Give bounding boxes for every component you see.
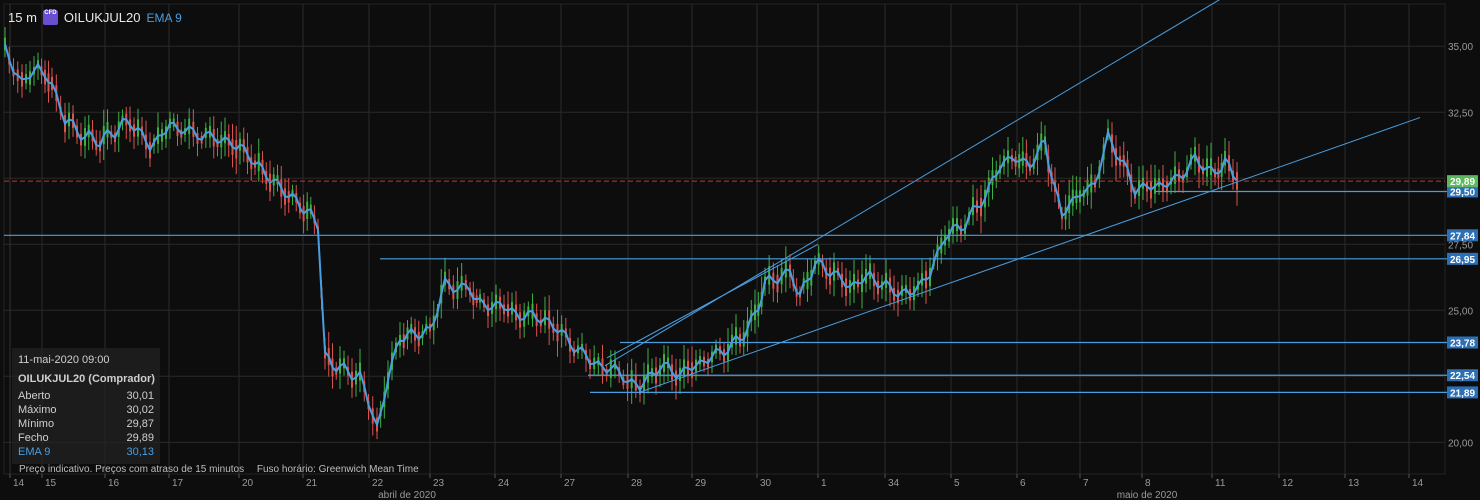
- x-tick-label: 11: [1215, 478, 1226, 489]
- y-tick-label: 35,00: [1448, 42, 1473, 53]
- trend-line: [639, 117, 1421, 393]
- x-tick-label: 1: [821, 478, 827, 489]
- info-value: 30,13: [126, 446, 154, 458]
- info-label: Aberto: [18, 390, 51, 402]
- x-tick-label: 17: [172, 478, 184, 489]
- level-badge: [1447, 252, 1478, 265]
- x-tick-label: 23: [433, 478, 445, 489]
- candle-body: [4, 37, 6, 51]
- chart-header: 15 m CFD OILUKJUL20 EMA 9: [8, 10, 182, 25]
- x-tick-label: 12: [1282, 478, 1294, 489]
- info-label: Fecho: [18, 432, 49, 444]
- level-label: 27,84: [1450, 231, 1475, 242]
- info-label: EMA 9: [18, 446, 51, 458]
- cfd-icon: CFD: [42, 10, 58, 25]
- ema-indicator-label[interactable]: EMA 9: [146, 10, 182, 25]
- x-tick-label: 5: [954, 478, 960, 489]
- x-tick-label: 29: [695, 478, 707, 489]
- current-price-badge: [1447, 175, 1478, 188]
- trend-line: [606, 243, 819, 359]
- info-row-ema: EMA 9 30,13: [18, 446, 154, 458]
- ema-line: [4, 43, 1238, 428]
- level-label: 22,54: [1450, 371, 1475, 382]
- x-tick-label: 27: [564, 478, 576, 489]
- x-tick-label: 20: [242, 478, 254, 489]
- delay-note: Preço indicativo. Preços com atraso de 1…: [19, 464, 245, 475]
- level-badge: [1447, 369, 1478, 382]
- x-month-label: maio de 2020: [1117, 490, 1178, 500]
- x-tick-label: 21: [306, 478, 318, 489]
- plot-area: [3, 3, 1446, 475]
- y-tick-label: 25,00: [1448, 306, 1473, 317]
- level-label: 23,78: [1450, 339, 1475, 350]
- x-tick-label: 8: [1145, 478, 1151, 489]
- info-value: 30,02: [126, 404, 154, 416]
- info-row-open: Aberto 30,01: [18, 390, 154, 402]
- level-badge: [1447, 185, 1478, 198]
- level-label: 26,95: [1450, 255, 1475, 266]
- level-badge: [1447, 386, 1478, 399]
- info-row-close: Fecho 29,89: [18, 432, 154, 444]
- x-tick-label: 28: [631, 478, 643, 489]
- trend-line: [604, 0, 1220, 367]
- x-tick-label: 30: [760, 478, 772, 489]
- level-badge: [1447, 336, 1478, 349]
- level-label: 21,89: [1450, 388, 1475, 399]
- y-tick-label: 27,50: [1448, 240, 1473, 251]
- x-tick-label: 22: [372, 478, 384, 489]
- x-tick-label: 14: [1412, 478, 1424, 489]
- x-tick-label: 7: [1083, 478, 1089, 489]
- timezone-note: Fuso horário: Greenwich Mean Time: [256, 464, 419, 475]
- x-tick-label: 24: [498, 478, 510, 489]
- level-badge: [1447, 229, 1478, 242]
- info-title: OILUKJUL20 (Comprador): [18, 373, 155, 385]
- x-tick-label: 16: [108, 478, 120, 489]
- x-tick-label: 34: [888, 478, 900, 489]
- info-row-low: Mínimo 29,87: [18, 418, 154, 430]
- x-tick-label: 14: [13, 478, 25, 489]
- x-month-label: abril de 2020: [378, 490, 436, 500]
- y-tick-label: 20,00: [1448, 438, 1473, 449]
- x-tick-label: 13: [1348, 478, 1360, 489]
- info-label: Máximo: [18, 404, 57, 416]
- info-row-high: Máximo 30,02: [18, 404, 154, 416]
- current-price-label: 29,89: [1450, 177, 1475, 188]
- info-label: Mínimo: [18, 418, 55, 430]
- footnote: Preço indicativo. Preços com atraso de 1…: [19, 464, 429, 475]
- info-value: 29,87: [126, 418, 154, 430]
- y-tick-label: 32,50: [1448, 108, 1473, 119]
- info-value: 29,89: [126, 432, 154, 444]
- info-value: 30,01: [126, 390, 154, 402]
- info-datetime: 11-mai-2020 09:00: [18, 354, 110, 366]
- symbol-label[interactable]: OILUKJUL20: [63, 10, 141, 25]
- level-label: 29,50: [1450, 187, 1475, 198]
- x-tick-label: 6: [1020, 478, 1026, 489]
- ohlc-info-panel: 11-mai-2020 09:00 OILUKJUL20 (Comprador)…: [12, 348, 160, 464]
- x-tick-label: 15: [45, 478, 57, 489]
- timeframe-label[interactable]: 15 m: [8, 10, 37, 25]
